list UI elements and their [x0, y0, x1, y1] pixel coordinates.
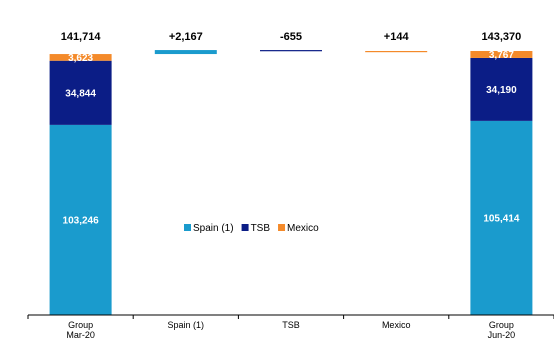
stack-segment-0-0: [49, 124, 112, 315]
category-label-4-0: Group: [489, 320, 514, 330]
legend-swatch-2: [278, 224, 286, 231]
category-label-0-1: Mar-20: [66, 330, 95, 340]
total-label-0: 141,714: [61, 31, 102, 43]
total-label-1: 143,370: [482, 31, 522, 43]
stack-segment-0-1: [49, 60, 112, 125]
change-bar-0: [154, 50, 217, 55]
stack-segment-1-2: [470, 50, 533, 58]
legend-label-2: Mexico: [287, 223, 319, 234]
change-bar-1: [260, 50, 322, 52]
stack-segment-0-2: [49, 54, 112, 61]
category-label-1-0: Spain (1): [168, 320, 205, 330]
legend-label-1: TSB: [251, 223, 271, 234]
category-label-4-1: Jun-20: [488, 330, 516, 340]
category-label-0-0: Group: [68, 320, 93, 330]
change-label-1: -655: [280, 31, 302, 43]
segment-label-1-1: 34,190: [486, 85, 517, 96]
segment-label-1-2: 3,767: [489, 50, 514, 61]
change-label-2: +144: [384, 31, 410, 43]
change-bar-2: [365, 51, 428, 53]
stack-segment-1-1: [470, 57, 533, 121]
segment-label-0-2: 3,623: [68, 53, 93, 64]
legend-swatch-0: [184, 224, 191, 231]
stack-segment-1-0: [470, 120, 533, 315]
segment-label-0-1: 34,844: [65, 88, 96, 99]
segment-label-0-0: 103,246: [63, 215, 100, 226]
legend-swatch-1: [241, 224, 249, 231]
category-label-2-0: TSB: [282, 320, 300, 330]
change-label-0: +2,167: [169, 31, 203, 43]
category-label-3-0: Mexico: [382, 320, 411, 330]
segment-label-1-0: 105,414: [483, 213, 520, 224]
legend-label-0: Spain (1): [193, 223, 234, 234]
